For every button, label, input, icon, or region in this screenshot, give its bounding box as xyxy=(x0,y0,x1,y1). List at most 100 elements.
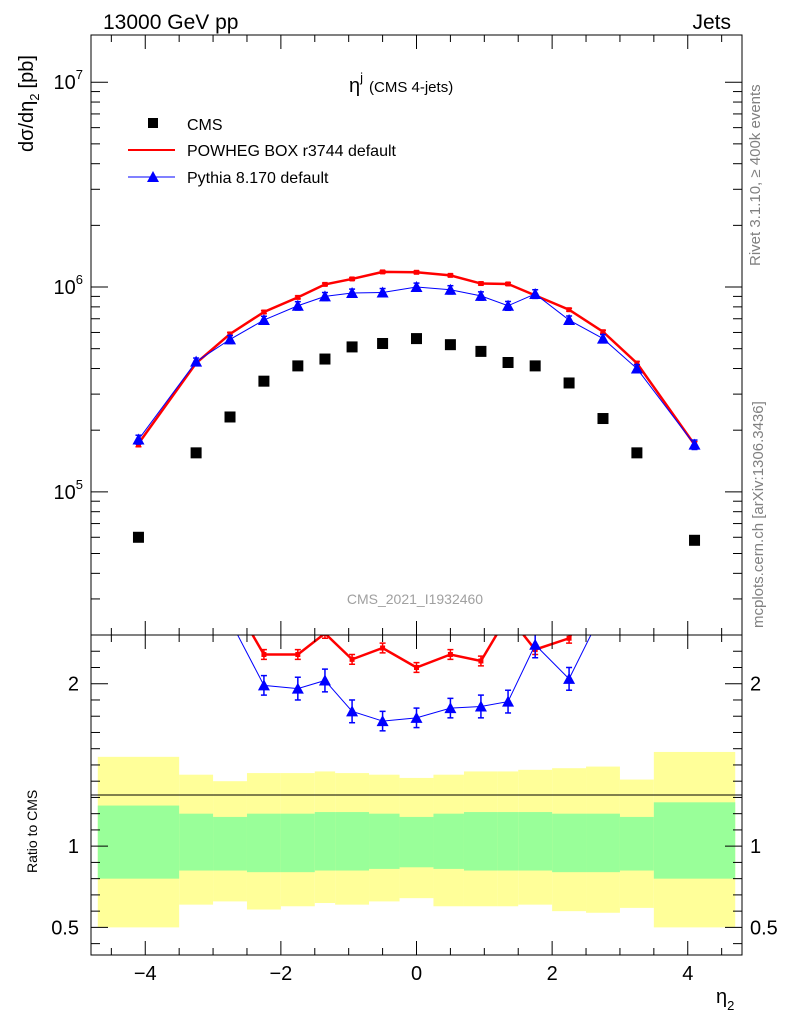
main-ytick-label: 106 xyxy=(54,272,83,299)
ratio-pythia-point xyxy=(291,682,304,694)
ratio-powheg-point xyxy=(634,561,639,566)
series-0 xyxy=(132,333,701,546)
ratio-series-1 xyxy=(132,515,592,732)
plot-title-superscript: j xyxy=(359,70,363,85)
ratio-pythia-point xyxy=(318,674,331,686)
main-ytick-exponent: 7 xyxy=(76,67,83,82)
plot-title: ηj (CMS 4-jets) xyxy=(349,70,453,97)
xtick-label: −2 xyxy=(269,963,292,985)
ratio-powheg-point xyxy=(566,635,572,641)
cms-data-point xyxy=(292,360,304,372)
pythia-data-point xyxy=(410,281,423,293)
cms-data-point xyxy=(475,345,487,357)
powheg-data-point xyxy=(505,281,511,287)
powheg-data-point xyxy=(380,269,386,275)
rivet-version-label: Rivet 3.1.10, ≥ 400k events xyxy=(747,84,764,266)
ratio-pythia-point xyxy=(132,515,144,526)
stat-uncertainty-band xyxy=(586,813,620,873)
main-axis-ticks xyxy=(91,35,742,636)
cms-data-point xyxy=(224,411,236,423)
stat-uncertainty-band xyxy=(619,816,654,871)
xtick-label: 2 xyxy=(547,963,558,985)
pythia-data-point xyxy=(474,289,487,301)
ratio-ylabel: Ratio to CMS xyxy=(24,790,40,873)
xtick-label: −4 xyxy=(134,963,157,985)
ratio-powheg-point xyxy=(295,651,301,657)
cms-data-point xyxy=(529,360,541,372)
main-ylabel: dσ/dη2 [pb] xyxy=(16,55,42,152)
main-series-layer xyxy=(132,269,701,546)
legend-marker-pythia xyxy=(147,171,159,182)
series-1 xyxy=(135,269,698,449)
ratio-ytick-label: 0.5 xyxy=(51,917,79,939)
stat-uncertainty-band xyxy=(335,812,370,871)
powheg-data-point xyxy=(600,329,606,335)
ratio-ytick-label: 1 xyxy=(68,836,79,858)
legend-label-cms: CMS xyxy=(187,117,223,134)
legend-label-pythia: Pythia 8.170 default xyxy=(187,170,329,187)
ratio-axis-ticks xyxy=(91,634,742,955)
legend-entry-cms: CMS xyxy=(148,117,223,134)
legend-marker-cms xyxy=(148,118,158,128)
stat-uncertainty-band xyxy=(97,805,180,879)
ratio-pythia-point xyxy=(474,700,487,712)
ratio-pythia-point xyxy=(224,614,236,625)
main-ytick-label: 107 xyxy=(54,67,83,94)
main-ytick-exponent: 6 xyxy=(76,272,83,287)
stat-uncertainty-band xyxy=(213,816,247,871)
cms-data-point xyxy=(563,377,575,389)
xlabel: η2 xyxy=(716,986,734,1013)
powheg-data-point xyxy=(566,307,572,313)
series-line xyxy=(138,286,695,445)
main-ytick-exponent: 5 xyxy=(76,477,83,492)
ratio-ytick-label-right: 2 xyxy=(750,674,761,696)
pythia-data-point xyxy=(630,362,643,374)
ratio-pythia-point xyxy=(410,711,423,723)
ratio-pythia-point xyxy=(563,672,576,684)
header-energy-label: 13000 GeV pp xyxy=(103,11,238,34)
cms-data-point xyxy=(502,357,514,369)
pythia-data-point xyxy=(132,433,145,445)
stat-uncertainty-band xyxy=(246,813,281,873)
pythia-data-point xyxy=(596,332,609,344)
pythia-data-point xyxy=(224,333,237,345)
plot-title-symbol: η xyxy=(349,75,360,97)
legend-entry-pythia: Pythia 8.170 default xyxy=(128,170,329,187)
ratio-powheg-point xyxy=(447,651,453,657)
main-ytick-base: 10 xyxy=(54,482,76,504)
stat-uncertainty-band xyxy=(179,813,214,871)
xlabel-subscript: 2 xyxy=(727,998,734,1013)
pythia-data-point xyxy=(563,314,576,326)
analysis-watermark: CMS_2021_I1932460 xyxy=(347,591,483,607)
pythia-data-point xyxy=(502,299,515,311)
powheg-data-point xyxy=(414,269,419,275)
ratio-uncertainty-bands xyxy=(97,751,736,928)
stat-uncertainty-band xyxy=(314,812,336,871)
ratio-powheg-point xyxy=(380,645,386,651)
ratio-series-layer xyxy=(132,515,697,732)
powheg-data-point xyxy=(261,309,267,315)
mcplots-label: mcplots.cern.ch [arXiv:1306.3436] xyxy=(750,401,767,628)
legend-entry-powheg: POWHEG BOX r3744 default xyxy=(128,143,397,160)
ratio-powheg-point xyxy=(414,664,419,670)
stat-uncertainty-band xyxy=(518,812,553,871)
stat-uncertainty-band xyxy=(653,802,736,879)
ratio-pythia-point xyxy=(190,549,202,560)
ratio-pythia-point xyxy=(529,638,542,650)
ratio-powheg-point xyxy=(478,658,484,664)
stat-uncertainty-band xyxy=(433,813,464,869)
main-ylabel-unit: [pb] xyxy=(16,55,38,88)
ratio-pythia-point xyxy=(376,715,389,727)
ratio-pythia-point xyxy=(502,695,515,707)
xtick-label: 4 xyxy=(682,963,693,985)
ratio-powheg-point xyxy=(692,530,697,535)
pythia-data-point xyxy=(257,314,270,326)
pythia-data-point xyxy=(346,286,359,298)
main-ylabel-main: dσ/dη xyxy=(16,101,38,152)
main-ytick-label: 105 xyxy=(54,477,83,504)
cms-data-point xyxy=(346,341,358,353)
ratio-powheg-point xyxy=(506,613,511,618)
pythia-data-point xyxy=(529,287,542,299)
cms-data-point xyxy=(319,353,331,365)
legend-label-powheg: POWHEG BOX r3744 default xyxy=(187,143,397,160)
